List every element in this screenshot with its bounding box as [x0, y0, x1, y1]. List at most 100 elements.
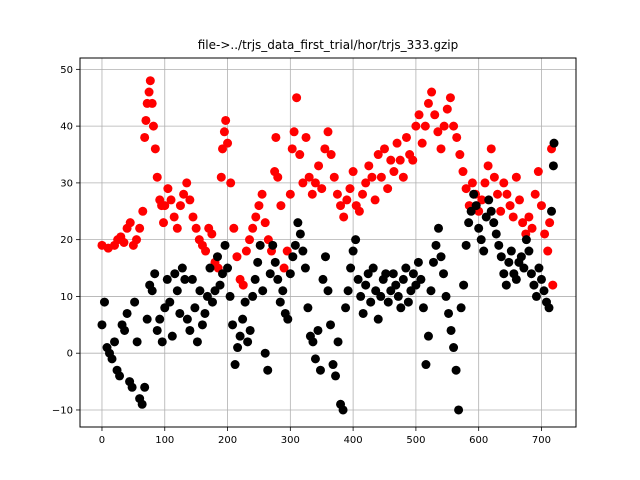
data-point [389, 167, 399, 177]
data-point [268, 240, 278, 250]
data-point [345, 184, 355, 194]
data-point [366, 297, 376, 307]
data-point [169, 212, 179, 222]
y-tick-label: 30 [60, 178, 73, 189]
data-point [167, 331, 177, 341]
data-point [459, 280, 469, 290]
data-point [421, 360, 431, 370]
data-point [398, 274, 408, 284]
data-point [290, 240, 300, 250]
data-point [511, 274, 521, 284]
data-point [165, 297, 175, 307]
data-point [187, 274, 197, 284]
data-point [303, 303, 313, 313]
plot-frame [79, 57, 577, 428]
data-point [140, 132, 150, 142]
data-point [454, 405, 464, 415]
data-point [195, 286, 205, 296]
data-point [341, 303, 351, 313]
data-point [386, 155, 396, 165]
data-point [358, 308, 368, 318]
data-point [200, 308, 210, 318]
data-point [207, 297, 217, 307]
data-point [229, 223, 239, 233]
data-point [150, 269, 160, 279]
data-point [145, 76, 155, 86]
x-tick-label: 500 [406, 435, 425, 446]
data-point [301, 132, 311, 142]
data-point [368, 263, 378, 273]
x-tick-label: 400 [344, 435, 363, 446]
data-point [408, 155, 418, 165]
data-point [238, 314, 248, 324]
data-point [348, 167, 358, 177]
data-point [313, 325, 323, 335]
data-point [147, 286, 157, 296]
data-point [383, 297, 393, 307]
data-point [469, 189, 479, 199]
data-point [477, 195, 487, 205]
data-point [166, 195, 176, 205]
data-point [451, 365, 461, 375]
data-point [233, 343, 243, 353]
data-point [260, 348, 270, 358]
data-point [428, 257, 438, 267]
data-point [329, 172, 339, 182]
data-point [107, 354, 117, 364]
data-point [310, 354, 320, 364]
data-point [342, 195, 352, 205]
data-point [401, 263, 411, 273]
y-tick-label: 50 [60, 65, 73, 76]
data-point [138, 206, 148, 216]
data-point [190, 303, 200, 313]
data-point [215, 280, 225, 290]
data-point [436, 144, 446, 154]
data-point [464, 218, 474, 228]
data-point [289, 127, 299, 137]
data-point [144, 87, 154, 97]
data-point [323, 127, 333, 137]
data-point [356, 291, 366, 301]
data-point [225, 291, 235, 301]
data-point [258, 286, 268, 296]
data-point [370, 195, 380, 205]
data-point [188, 212, 198, 222]
data-point [232, 252, 242, 262]
data-point [172, 286, 182, 296]
data-point [540, 229, 550, 239]
data-point [426, 286, 436, 296]
data-point [446, 325, 456, 335]
data-point [332, 189, 342, 199]
data-point [127, 382, 137, 392]
data-point [326, 150, 336, 160]
data-point [270, 257, 280, 267]
data-point [364, 161, 374, 171]
data-point [278, 286, 288, 296]
data-point [526, 269, 536, 279]
data-point [201, 246, 211, 256]
data-point [310, 178, 320, 188]
data-point [155, 314, 165, 324]
data-point [226, 178, 236, 188]
y-tick-label: −10 [52, 405, 73, 416]
data-point [543, 246, 553, 256]
data-point [220, 240, 230, 250]
data-point [489, 172, 499, 182]
data-point [328, 360, 338, 370]
data-point [408, 269, 418, 279]
data-point [436, 252, 446, 262]
data-point [283, 314, 293, 324]
data-point [433, 127, 443, 137]
data-point [122, 308, 132, 318]
data-point [530, 189, 540, 199]
data-point [110, 337, 120, 347]
data-point [348, 246, 358, 256]
x-tick-label: 0 [99, 435, 105, 446]
data-point [219, 127, 229, 137]
data-point [392, 138, 402, 148]
data-point [276, 201, 286, 211]
data-point [391, 280, 401, 290]
data-point [285, 189, 295, 199]
data-point [461, 240, 471, 250]
data-point [255, 240, 265, 250]
